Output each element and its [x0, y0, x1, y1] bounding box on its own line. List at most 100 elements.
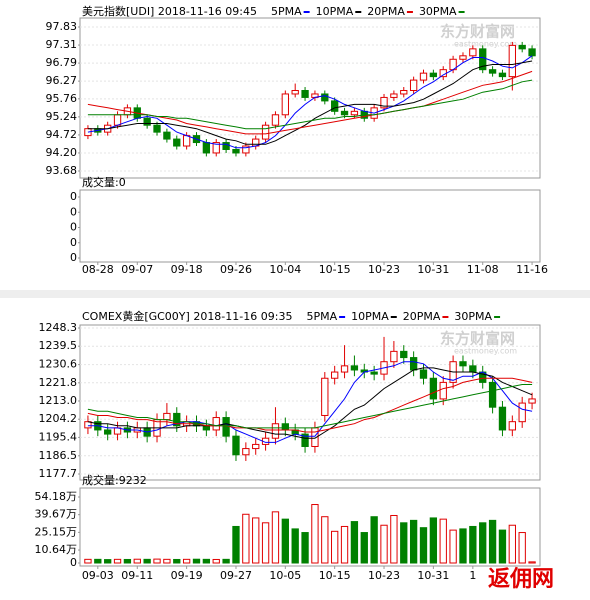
candle-body: [429, 72, 438, 78]
volume-bar: [104, 559, 112, 564]
candle-body: [419, 369, 428, 379]
volume-bar: [409, 519, 418, 564]
volume-tick-label: 10.64万: [35, 543, 78, 556]
ma-line: [87, 55, 533, 149]
y-tick-label: 1239.5: [39, 339, 78, 352]
x-tick-label: 09-19: [171, 569, 203, 582]
candle-body: [439, 69, 447, 78]
volume-bar: [380, 524, 388, 564]
candle-body: [261, 124, 270, 140]
x-tick-label: 10-15: [319, 569, 351, 582]
volume-bar: [84, 558, 92, 564]
legend-label: 30PMA: [454, 310, 492, 323]
y-tick-label: 97.83: [46, 20, 78, 33]
candle-body: [242, 448, 250, 456]
x-tick-label: 1: [469, 569, 476, 582]
y-tick-label: 1177.7: [39, 467, 78, 480]
candle-body: [370, 371, 378, 375]
volume-bar: [459, 528, 467, 564]
ma-line: [87, 367, 533, 439]
candle-body: [321, 377, 329, 416]
candle-body: [400, 350, 408, 359]
candle-body: [508, 44, 516, 78]
candle-body: [321, 93, 329, 102]
x-tick-label: 09-26: [220, 263, 252, 276]
candle-body: [301, 89, 309, 98]
volume-bar: [143, 558, 151, 564]
volume-bar: [242, 513, 250, 564]
candle-body: [469, 48, 477, 57]
volume-bar: [479, 522, 487, 564]
volume-title: 成交量:9232: [82, 473, 147, 487]
ma-line: [87, 384, 533, 429]
candle-body: [222, 417, 230, 437]
volume-bar: [94, 558, 102, 564]
candle-body: [271, 114, 280, 126]
y-tick-label: 95.24: [46, 110, 78, 123]
candle-body: [439, 381, 447, 400]
volume-bar: [261, 522, 270, 564]
candle-body: [419, 72, 428, 81]
candle-body: [469, 365, 477, 373]
y-tick-label: 96.27: [46, 74, 78, 87]
volume-tick-label: 39.67万: [35, 508, 78, 521]
x-tick-label: 09-03: [82, 569, 114, 582]
x-tick-label: 09-18: [171, 263, 203, 276]
candle-body: [331, 100, 339, 112]
candle-body: [400, 89, 408, 95]
candle-body: [232, 148, 240, 154]
legend-label: 20PMA: [403, 310, 441, 323]
volume-bar: [291, 528, 299, 564]
candle-body: [222, 142, 230, 150]
x-tick-label: 09-07: [121, 263, 153, 276]
candle-body: [350, 110, 359, 116]
y-tick-label: 96.79: [46, 56, 78, 69]
ma-line: [87, 377, 533, 433]
volume-bar: [429, 517, 438, 564]
site-watermark: 返佣网: [488, 566, 554, 592]
candle-body: [518, 44, 526, 50]
candle-body: [409, 79, 418, 91]
watermark: 东方财富网: [440, 23, 515, 41]
candle-body: [232, 435, 240, 456]
x-tick-label: 10-15: [319, 263, 351, 276]
y-tick-label: 1186.5: [39, 449, 78, 462]
candle-body: [202, 425, 211, 431]
candle-body: [429, 377, 438, 400]
legend-label: 30PMA: [419, 5, 457, 18]
volume-tick-label: 0: [70, 205, 77, 218]
x-tick-label: 09-27: [220, 569, 252, 582]
watermark: 东方财富网: [440, 330, 515, 348]
ma-line: [87, 60, 533, 145]
candle-body: [528, 48, 536, 57]
candle-body: [163, 412, 171, 421]
x-tick-label: 10-31: [417, 569, 449, 582]
volume-tick-label: 0: [70, 221, 77, 234]
volume-bar: [498, 529, 507, 564]
volume-tick-label: 0: [70, 190, 77, 203]
candle-body: [212, 142, 220, 154]
volume-bar: [390, 514, 398, 564]
candle-body: [390, 350, 398, 363]
x-tick-label: 11-16: [516, 263, 548, 276]
x-tick-label: 10-23: [368, 263, 400, 276]
x-tick-label: 10-05: [269, 569, 301, 582]
volume-bar: [252, 517, 260, 564]
candle-body: [173, 412, 181, 427]
volume-tick-label: 0: [70, 251, 77, 264]
candle-body: [518, 402, 526, 423]
volume-bar: [232, 525, 240, 564]
candle-body: [281, 423, 289, 431]
volume-bar: [331, 530, 339, 564]
price-frame: [79, 17, 541, 179]
volume-bar: [508, 524, 516, 564]
candle-body: [173, 138, 181, 147]
volume-bar: [419, 527, 428, 564]
candle-body: [350, 365, 359, 371]
volume-bar: [202, 558, 211, 564]
candle-body: [182, 135, 191, 147]
price-frame: [79, 324, 541, 481]
volume-bar: [469, 525, 477, 564]
y-tick-label: 97.31: [46, 38, 78, 51]
